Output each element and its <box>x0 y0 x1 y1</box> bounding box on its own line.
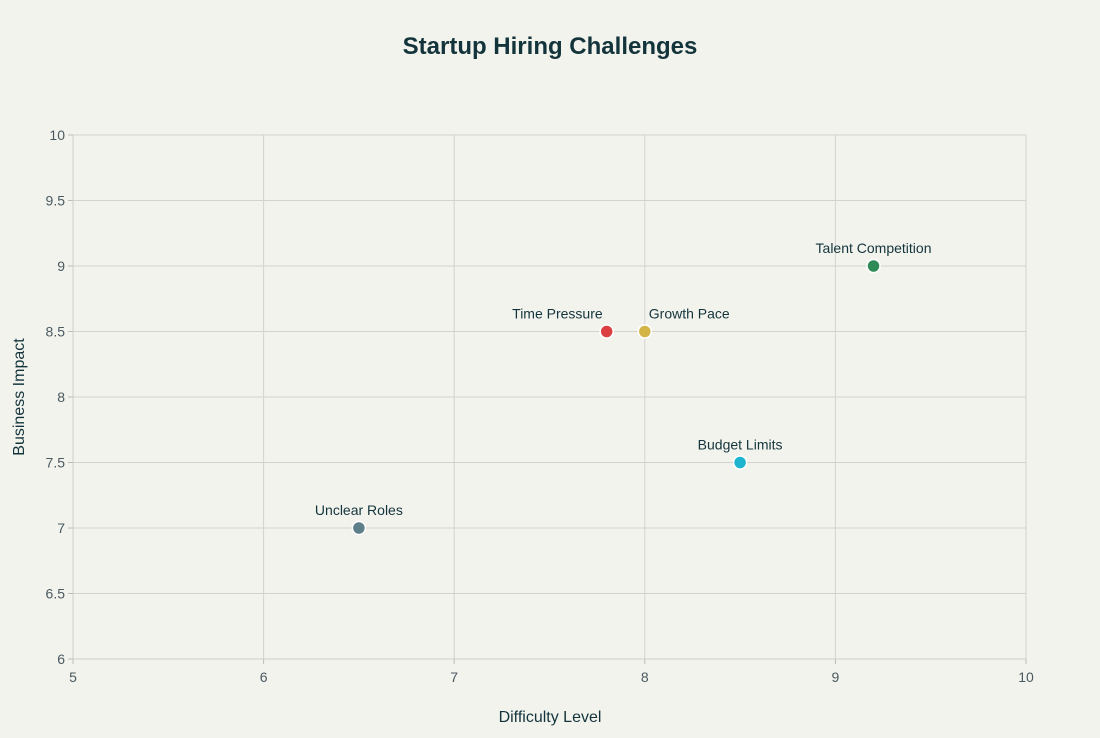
y-tick-label: 6 <box>57 651 65 667</box>
points: Talent Competition Time Pressure Growth Pa… <box>315 240 932 536</box>
y-tick-label: 10 <box>49 127 65 143</box>
y-tick-label: 7 <box>57 520 65 536</box>
y-axis-label: Business Impact <box>11 338 28 456</box>
x-tick-label: 5 <box>69 669 77 685</box>
data-point <box>732 455 748 470</box>
data-point <box>599 324 614 339</box>
y-tick-label: 9 <box>57 258 65 274</box>
x-tick-label: 10 <box>1018 669 1034 685</box>
data-label: Talent Competition <box>816 240 932 256</box>
x-tick-label: 9 <box>832 669 840 685</box>
y-tick-label: 8.5 <box>46 324 66 340</box>
data-point <box>637 324 653 339</box>
x-tick-label: 7 <box>450 669 458 685</box>
x-tick-label: 6 <box>260 669 268 685</box>
y-tick-label: 9.5 <box>46 193 66 209</box>
y-tick-label: 6.5 <box>46 586 66 602</box>
data-label: Growth Pace <box>649 306 730 322</box>
y-tick-label: 7.5 <box>46 455 66 471</box>
y-tick-label: 8 <box>57 389 65 405</box>
data-point <box>351 520 367 536</box>
x-axis-label: Difficulty Level <box>499 709 602 726</box>
chart-title: Startup Hiring Challenges <box>403 33 698 60</box>
data-label: Unclear Roles <box>315 502 403 518</box>
data-label: Time Pressure <box>512 306 603 322</box>
x-tick-label: 8 <box>641 669 649 685</box>
grid <box>68 134 1027 664</box>
data-label: Budget Limits <box>698 437 783 453</box>
data-point <box>866 258 881 274</box>
